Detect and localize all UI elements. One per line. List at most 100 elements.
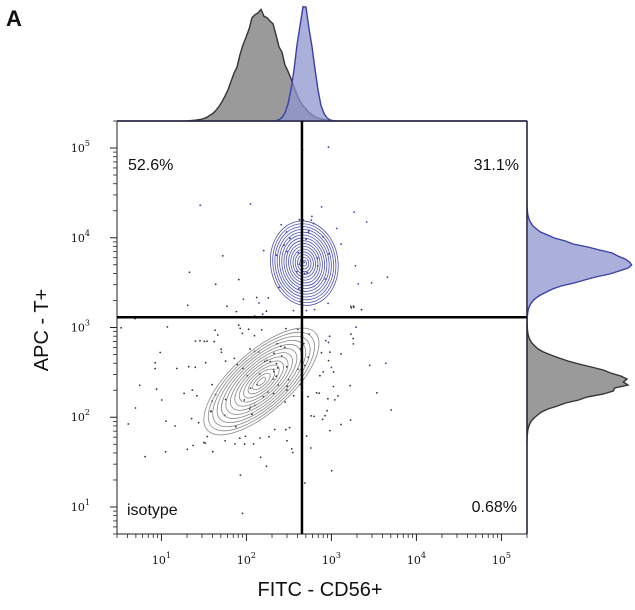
event-dot	[289, 237, 291, 240]
event-dot	[214, 329, 217, 331]
event-dot	[306, 271, 308, 274]
event-dot	[214, 283, 217, 286]
contour-level	[272, 223, 337, 304]
x-tick-label: 102	[237, 551, 256, 567]
contour-level	[252, 372, 271, 391]
event-dot	[349, 384, 352, 387]
event-dot	[155, 388, 158, 391]
event-dot	[206, 435, 209, 438]
event-dot	[259, 437, 261, 439]
event-dot	[224, 440, 227, 442]
x-axis-title: FITC - CD56+	[257, 579, 382, 601]
stained-histogram-y	[526, 121, 633, 534]
contour-level	[212, 335, 311, 428]
event-dot	[165, 420, 167, 422]
event-dot	[335, 227, 338, 230]
event-dot	[265, 465, 268, 468]
event-dot	[253, 334, 256, 337]
quadrant-bottom-right-label: 0.68%	[472, 499, 517, 516]
event-dot	[220, 351, 223, 354]
event-dot	[196, 394, 198, 397]
contour-level	[234, 356, 289, 407]
event-dot	[186, 448, 189, 451]
event-dot	[255, 296, 258, 299]
y-tick-label: 102	[71, 408, 90, 424]
event-dot	[224, 360, 227, 362]
event-dot	[332, 385, 335, 388]
event-dot	[320, 351, 323, 354]
event-dot	[247, 328, 250, 331]
x-tick-label: 101	[152, 551, 171, 567]
event-dot	[249, 348, 252, 350]
event-dot	[283, 346, 286, 349]
event-dot	[238, 437, 241, 440]
event-dot	[188, 271, 191, 274]
contour-level	[243, 364, 280, 399]
event-dot	[241, 332, 244, 335]
event-dot	[311, 215, 313, 218]
event-dot	[370, 282, 373, 284]
event-dot	[303, 272, 306, 275]
event-dot	[199, 339, 201, 342]
y-tick-label: 103	[71, 319, 90, 335]
plot-frame	[116, 120, 528, 535]
contour-level	[203, 327, 320, 436]
event-dot	[365, 221, 368, 223]
event-dot	[352, 306, 355, 309]
contour-level	[270, 220, 339, 306]
event-dot	[350, 333, 352, 335]
event-dot	[329, 429, 331, 432]
event-dot	[315, 391, 318, 394]
event-dot	[286, 439, 288, 442]
event-dot	[303, 261, 305, 264]
x-axis: 101 102 103 104 105	[116, 534, 528, 567]
panel-label: A	[6, 6, 22, 31]
event-dot	[237, 278, 240, 281]
event-dot	[327, 359, 330, 362]
event-dot	[319, 374, 321, 377]
event-dot	[210, 410, 212, 413]
contour-level	[225, 348, 298, 415]
isotype-label: isotype	[127, 502, 178, 519]
event-dot	[262, 249, 265, 252]
event-dot	[328, 335, 331, 338]
event-dot	[204, 442, 207, 444]
event-dot	[243, 399, 246, 401]
event-dot	[234, 425, 237, 428]
event-dot	[307, 395, 309, 398]
y-axis: 101 102 103 104 105	[71, 120, 117, 535]
event-dot	[310, 219, 313, 222]
event-dot	[327, 302, 329, 305]
event-dot	[275, 254, 278, 256]
event-dot	[390, 409, 393, 411]
quadrant-top-right-label: 31.1%	[474, 157, 519, 174]
event-dot	[194, 366, 197, 369]
event-dot	[249, 203, 252, 205]
event-dot	[221, 255, 224, 257]
event-dot	[239, 327, 242, 330]
event-dot	[352, 337, 354, 340]
event-dot	[327, 397, 329, 400]
event-dot	[120, 326, 122, 329]
event-dot	[298, 287, 300, 290]
event-dot	[357, 283, 360, 285]
contour-level	[281, 234, 328, 292]
event-dot	[191, 389, 194, 391]
event-dot	[234, 443, 236, 445]
event-dot	[302, 342, 305, 345]
y-axis-title: APC - T+	[31, 289, 53, 371]
contour-level	[279, 231, 330, 295]
event-dot	[322, 371, 324, 373]
contour-level	[299, 257, 310, 270]
event-dot	[197, 421, 200, 424]
contour-level	[230, 352, 293, 411]
event-dot	[324, 414, 326, 417]
y-tick-label: 105	[71, 139, 90, 155]
event-dot	[203, 340, 206, 343]
event-dot	[280, 223, 283, 226]
event-dot	[261, 313, 264, 316]
event-dot	[324, 339, 327, 342]
event-dot	[134, 407, 137, 409]
contour-level	[256, 376, 267, 387]
y-tick-label: 101	[71, 498, 90, 514]
